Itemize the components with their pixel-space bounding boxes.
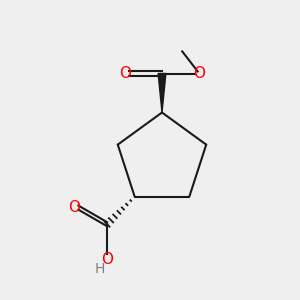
Text: O: O	[69, 200, 81, 215]
Text: O: O	[193, 66, 205, 81]
Text: O: O	[101, 252, 113, 267]
Polygon shape	[158, 74, 166, 112]
Text: O: O	[119, 66, 131, 81]
Text: H: H	[94, 262, 105, 276]
